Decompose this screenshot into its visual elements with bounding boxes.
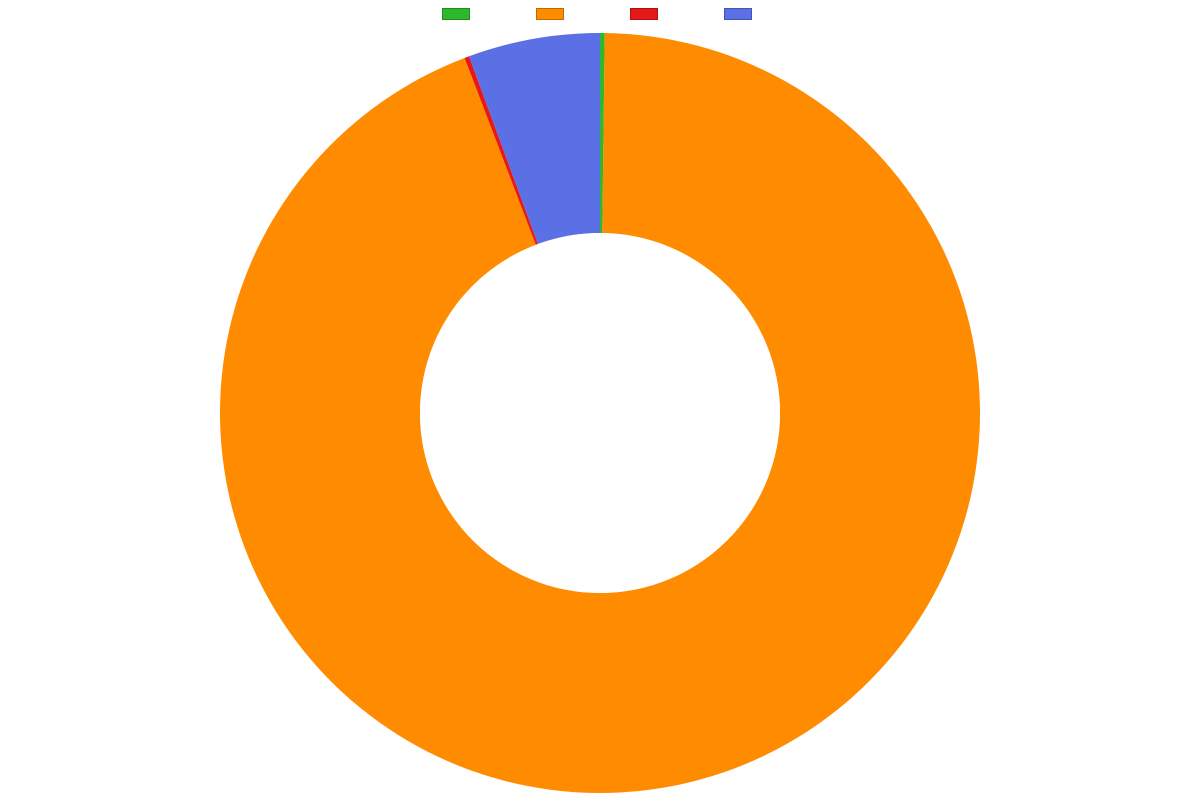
- donut-hole: [420, 233, 780, 593]
- chart-stage: [0, 0, 1200, 800]
- donut-chart: [0, 0, 1200, 800]
- donut-svg: [0, 0, 1200, 800]
